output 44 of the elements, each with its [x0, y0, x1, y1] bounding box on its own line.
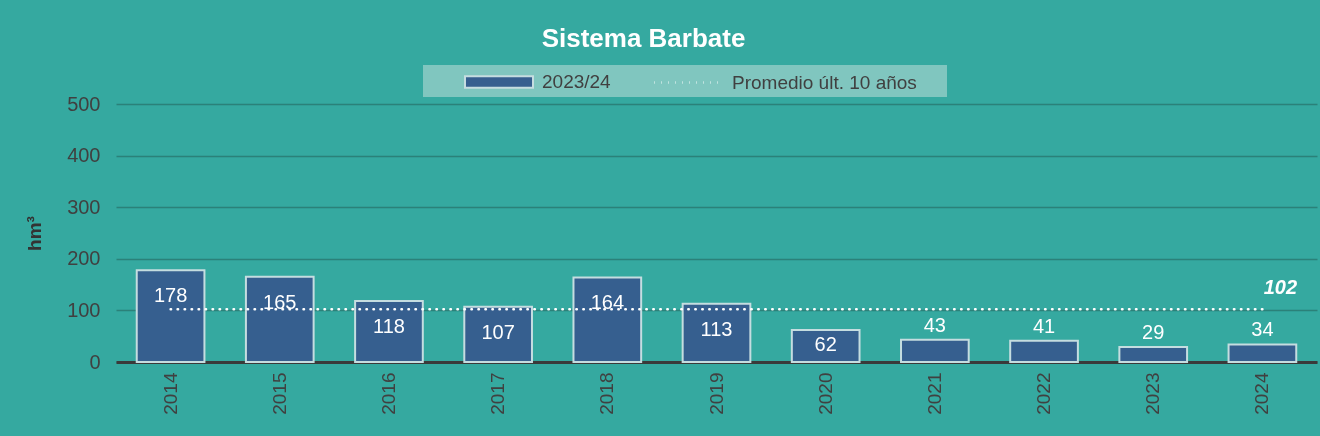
x-tick-label: 2016 [377, 372, 399, 415]
bar [463, 305, 533, 363]
x-tick-label: 2022 [1033, 372, 1055, 415]
bar [1118, 346, 1189, 363]
x-tick-label: 2024 [1251, 372, 1273, 415]
data-label: 34 [1251, 318, 1274, 341]
bar [244, 275, 315, 363]
data-label: 43 [923, 313, 946, 336]
bar [681, 302, 752, 363]
x-tick-label: 2023 [1142, 372, 1164, 415]
y-tick-label: 400 [67, 144, 101, 167]
y-tick-label: 100 [67, 298, 101, 321]
legend-label: 2023/24 [542, 71, 612, 92]
y-axis-title: hm³ [24, 216, 46, 251]
bar [572, 276, 643, 363]
data-label: 165 [263, 290, 297, 313]
x-tick-label: 2021 [923, 372, 945, 415]
data-label: 62 [814, 333, 837, 356]
data-label: 113 [700, 317, 733, 340]
x-tick-label: 2019 [705, 372, 727, 415]
y-tick-label: 200 [67, 247, 101, 270]
x-tick-label: 2018 [596, 372, 618, 415]
data-label: 102 [1263, 276, 1298, 299]
data-label: 164 [590, 291, 625, 314]
x-tick-label: 2020 [814, 372, 836, 415]
data-label: 107 [481, 320, 515, 343]
bar [1009, 339, 1079, 363]
data-label: 118 [373, 315, 405, 338]
bar [1227, 343, 1298, 363]
bar [135, 269, 206, 363]
chart-title: Sistema Barbate [541, 23, 746, 53]
y-tick-label: 500 [67, 92, 101, 115]
bar [354, 300, 424, 363]
data-label: 178 [153, 284, 188, 307]
x-tick-label: 2014 [159, 372, 181, 415]
data-label: 41 [1032, 314, 1056, 337]
bar [900, 338, 970, 363]
bar [790, 329, 861, 363]
y-tick-label: 0 [89, 350, 101, 373]
x-tick-label: 2017 [487, 372, 509, 415]
y-tick-label: 300 [67, 195, 101, 218]
x-tick-label: 2015 [268, 372, 290, 415]
data-label: 29 [1142, 321, 1165, 344]
legend-label: Promedio últ. 10 años [732, 71, 917, 93]
